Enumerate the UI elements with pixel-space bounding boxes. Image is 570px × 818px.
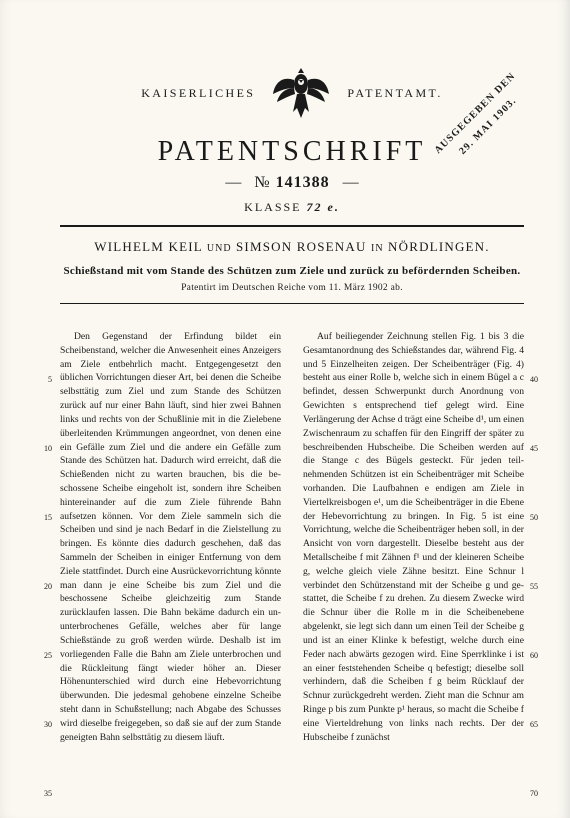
patent-page: AUSGEGEBEN DEN 29. MAI 1903. KAISERLICHE…: [0, 0, 570, 818]
applicant-line: WILHELM KEIL UND SIMSON ROSENAU IN NÖRDL…: [60, 239, 524, 255]
number-prefix: №: [254, 174, 270, 191]
class-value: 72 e.: [307, 200, 340, 214]
patent-number: — № 141388 —: [60, 174, 524, 192]
number-value: 141388: [276, 174, 330, 191]
column-left: 5101520253035 Den Gegenstand der Erfindu…: [60, 330, 281, 744]
body-columns: 5101520253035 Den Gegenstand der Erfindu…: [60, 330, 524, 744]
body-left: Den Gegenstand der Erfindung bildet ein …: [60, 330, 281, 744]
applicant-und: UND: [207, 243, 232, 254]
eagle-icon: [269, 64, 333, 122]
patent-date-line: Patentirt im Deutschen Reiche vom 11. Mä…: [60, 283, 524, 293]
applicant-name-1: WILHELM KEIL: [94, 239, 202, 254]
applicant-name-2: SIMSON ROSENAU: [236, 239, 367, 254]
class-label: KLASSE: [244, 200, 301, 214]
applicant-in: IN: [371, 243, 384, 254]
divider-mid: [60, 303, 524, 304]
body-right: Auf beiliegender Zeichnung stellen Fig. …: [303, 330, 524, 744]
header-row: KAISERLICHES PATENTAMT.: [60, 64, 524, 122]
header-left: KAISERLICHES: [141, 86, 255, 101]
class-line: KLASSE 72 e.: [60, 200, 524, 215]
invention-title: Schießstand mit vom Stande des Schützen …: [60, 265, 524, 277]
applicant-place: NÖRDLINGEN.: [388, 239, 490, 254]
divider-top: [60, 225, 524, 227]
column-right: 40455055606570 Auf beiliegender Zeichnun…: [303, 330, 524, 744]
header-right: PATENTAMT.: [347, 86, 442, 101]
